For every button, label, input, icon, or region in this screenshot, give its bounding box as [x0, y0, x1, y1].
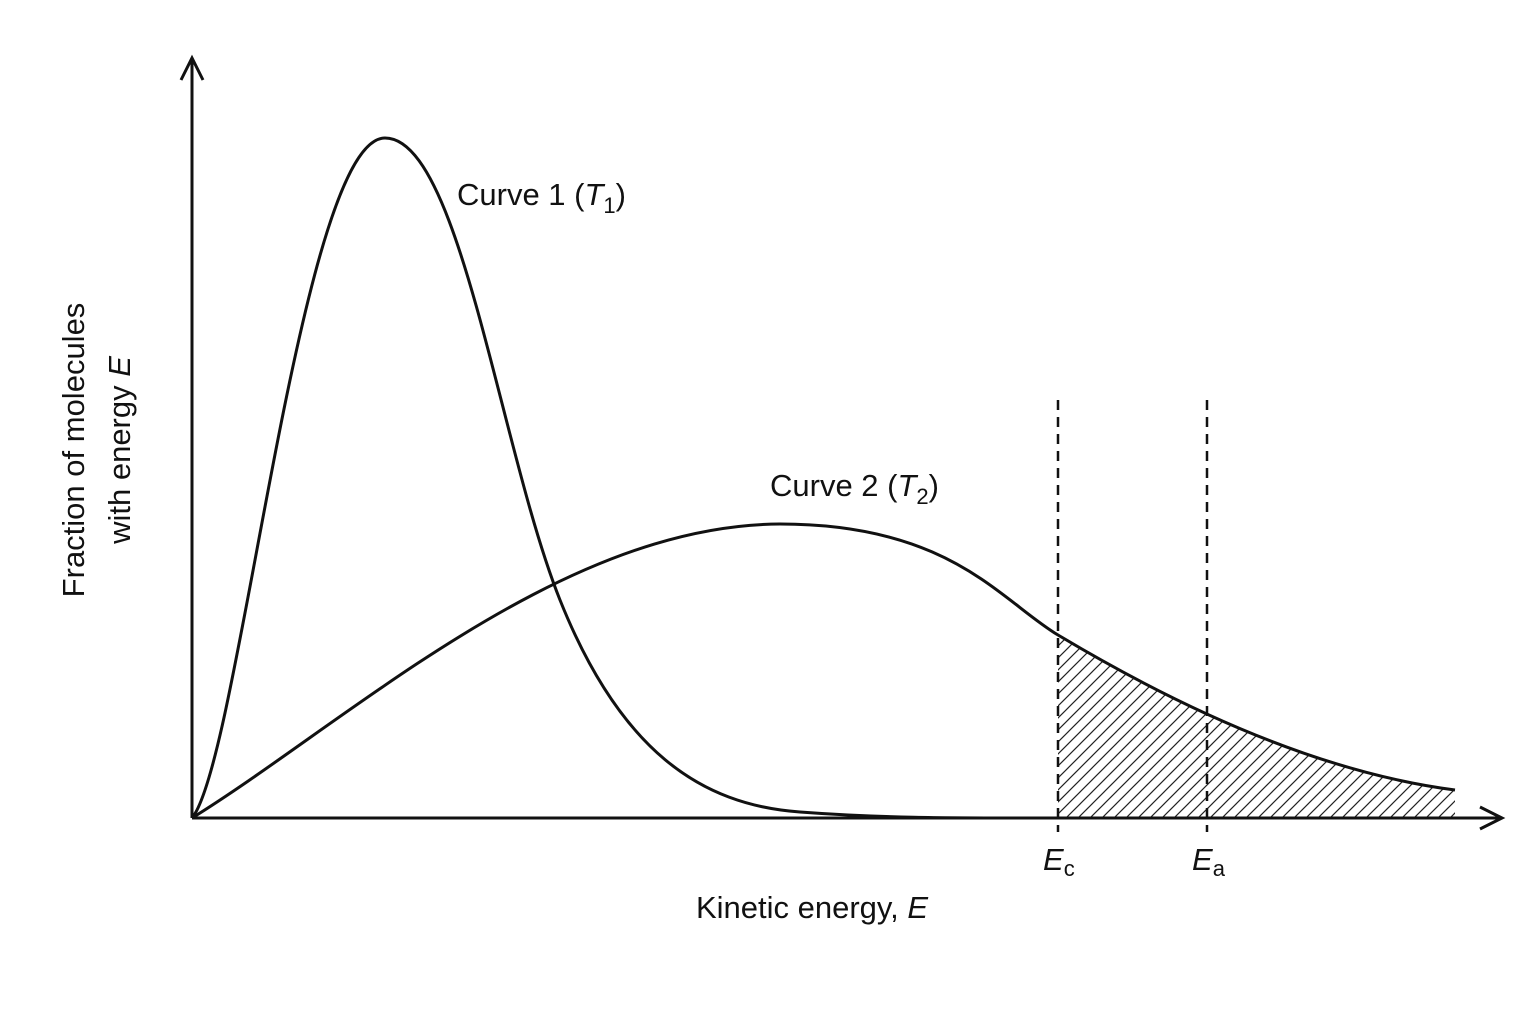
y-axis-label-symbol: E	[102, 356, 137, 377]
marker-label: Ea	[1192, 842, 1226, 881]
y-axis-label-line: Fraction of molecules	[56, 303, 91, 598]
y-axis-label-text: Fraction of molecules	[56, 303, 91, 598]
marker-subscript: a	[1213, 856, 1226, 881]
x-axis-label-symbol: E	[907, 890, 928, 925]
axes	[179, 54, 1506, 831]
marker-symbol: E	[1043, 842, 1064, 877]
curve-label-symbol: T	[897, 468, 918, 503]
marker-symbol: E	[1192, 842, 1213, 877]
marker-label: Ec	[1043, 842, 1075, 881]
curve-label-text: Curve 1 (	[457, 177, 585, 212]
hatched-area	[1058, 635, 1455, 818]
marker-lines	[1056, 400, 1209, 832]
curve-label-subscript: 2	[916, 484, 928, 509]
curve-2	[191, 522, 1456, 820]
y-axis-label-line: with energy E	[102, 356, 137, 545]
curve-label-symbol: T	[584, 177, 605, 212]
x-axis-label-text: Kinetic energy,	[696, 890, 907, 925]
x-axis-label: Kinetic energy, E	[696, 890, 928, 925]
y-axis-label: Fraction of molecules with energy E	[56, 303, 137, 598]
curve-label-text: Curve 2 (	[770, 468, 898, 503]
marker-subscript: c	[1064, 856, 1075, 881]
curve-label-close: )	[929, 468, 939, 503]
curves	[190, 136, 1456, 820]
curve-1	[190, 136, 1021, 820]
x-arrow	[1479, 805, 1506, 831]
y-axis-label-text: with energy	[102, 377, 137, 545]
y-arrow	[179, 54, 205, 81]
curve-label: Curve 2 (T2)	[770, 468, 939, 509]
curve-label: Curve 1 (T1)	[457, 177, 626, 218]
curve-label-close: )	[616, 177, 626, 212]
curve-label-subscript: 1	[603, 193, 615, 218]
